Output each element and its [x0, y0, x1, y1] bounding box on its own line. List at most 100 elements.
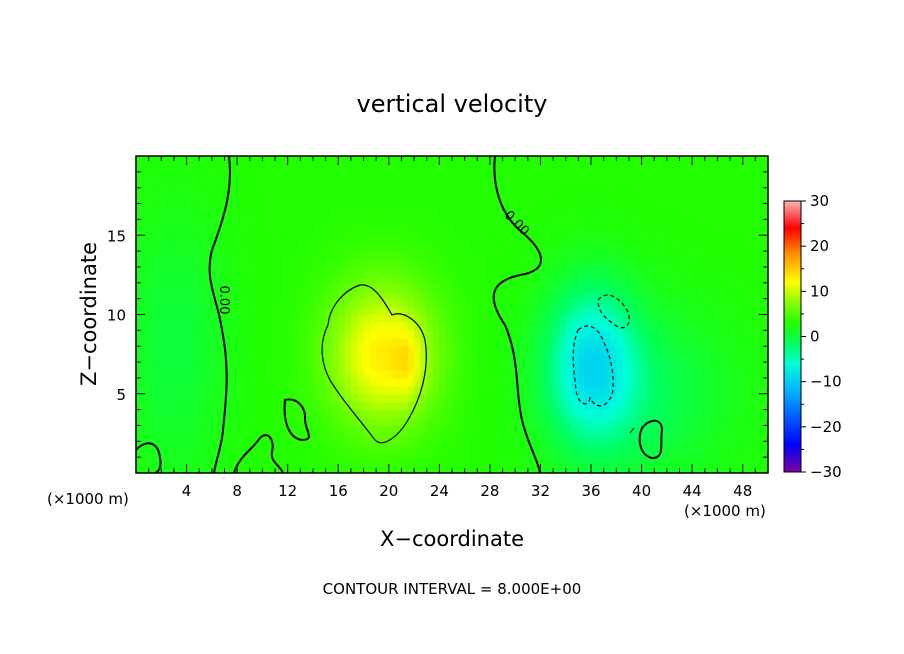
heatmap-cell [603, 274, 611, 284]
heatmap-cell [711, 314, 719, 324]
heatmap-cell [325, 211, 333, 220]
heatmap-cell [546, 171, 554, 181]
heatmap-cell [445, 282, 453, 292]
heatmap-cell [616, 401, 624, 411]
heatmap-cell [205, 156, 213, 165]
heatmap-cell [565, 282, 573, 292]
heatmap-cell [527, 179, 535, 189]
heatmap-cell [199, 362, 207, 371]
heatmap-cell [192, 377, 200, 387]
heatmap-cell [249, 171, 257, 181]
heatmap-cell [439, 211, 447, 220]
heatmap-cell [414, 171, 421, 181]
heatmap-cell [470, 211, 478, 220]
heatmap-cell [673, 362, 681, 371]
heatmap-cell [458, 171, 466, 181]
heatmap-cell [483, 441, 491, 450]
heatmap-cell [218, 354, 226, 363]
heatmap-cell [704, 156, 712, 165]
heatmap-cell [470, 235, 478, 244]
heatmap-cell [553, 211, 561, 220]
heatmap-cell [470, 362, 478, 371]
heatmap-cell [211, 354, 219, 363]
heatmap-cell [338, 330, 346, 339]
heatmap-cell [294, 290, 301, 300]
heatmap-cell [521, 417, 529, 427]
heatmap-cell [673, 354, 681, 363]
heatmap-cell [300, 171, 308, 181]
heatmap-cell [363, 314, 371, 324]
heatmap-cell [578, 274, 586, 284]
heatmap-cell [344, 251, 352, 260]
heatmap-cell [641, 171, 649, 181]
heatmap-cell [211, 338, 219, 347]
heatmap-cell [717, 362, 725, 371]
heatmap-cell [199, 211, 207, 220]
heatmap-cell [521, 227, 529, 236]
heatmap-cell [673, 251, 681, 260]
heatmap-cell [414, 330, 421, 339]
heatmap-cell [470, 282, 478, 292]
heatmap-cell [186, 425, 194, 434]
heatmap-cell [420, 203, 428, 213]
heatmap-cell [205, 385, 213, 395]
heatmap-cell [211, 417, 219, 427]
heatmap-cell [148, 465, 156, 473]
heatmap-cell [319, 401, 327, 411]
heatmap-cell [616, 179, 624, 189]
heatmap-cell [635, 354, 643, 363]
heatmap-cell [489, 306, 497, 316]
heatmap-cell [256, 393, 263, 403]
heatmap-cell [540, 401, 548, 411]
heatmap-cell [350, 465, 358, 473]
heatmap-cell [414, 251, 421, 260]
heatmap-cell [433, 393, 440, 403]
heatmap-cell [622, 409, 630, 419]
heatmap-cell [136, 457, 143, 466]
heatmap-cell [616, 385, 624, 395]
heatmap-cell [376, 243, 384, 252]
heatmap-cell [692, 346, 700, 355]
heatmap-cell [521, 243, 529, 252]
heatmap-cell [572, 156, 579, 165]
heatmap-cell [736, 417, 744, 427]
heatmap-cell [218, 449, 226, 458]
heatmap-cell [489, 251, 497, 260]
heatmap-cell [755, 457, 763, 466]
heatmap-cell [382, 227, 390, 236]
heatmap-cell [388, 282, 396, 292]
heatmap-cell [230, 425, 238, 434]
heatmap-cell [148, 259, 156, 268]
heatmap-cell [628, 259, 636, 268]
heatmap-cell [723, 441, 731, 450]
heatmap-cell [445, 409, 453, 419]
heatmap-cell [237, 354, 245, 363]
heatmap-cell [515, 465, 523, 473]
heatmap-cell [287, 409, 295, 419]
heatmap-cell [230, 227, 238, 236]
heatmap-cell [578, 203, 586, 213]
heatmap-cell [350, 211, 358, 220]
heatmap-cell [477, 298, 485, 308]
heatmap-cell [749, 346, 756, 355]
heatmap-cell [401, 417, 409, 427]
heatmap-cell [294, 465, 301, 473]
heatmap-cell [458, 179, 466, 189]
heatmap-cell [597, 259, 605, 268]
heatmap-cell [167, 457, 175, 466]
heatmap-cell [603, 322, 611, 331]
heatmap-cell [439, 306, 447, 316]
heatmap-cell [180, 354, 188, 363]
heatmap-cell [527, 163, 535, 173]
heatmap-cell [249, 346, 257, 355]
heatmap-cell [704, 266, 712, 276]
heatmap-cell [154, 227, 162, 236]
heatmap-cell [704, 203, 712, 213]
heatmap-cell [243, 377, 251, 387]
heatmap-cell [173, 195, 181, 205]
heatmap-cell [199, 163, 207, 173]
heatmap-cell [376, 195, 384, 205]
heatmap-cell [647, 243, 655, 252]
heatmap-cell [534, 346, 542, 355]
heatmap-cell [723, 393, 731, 403]
